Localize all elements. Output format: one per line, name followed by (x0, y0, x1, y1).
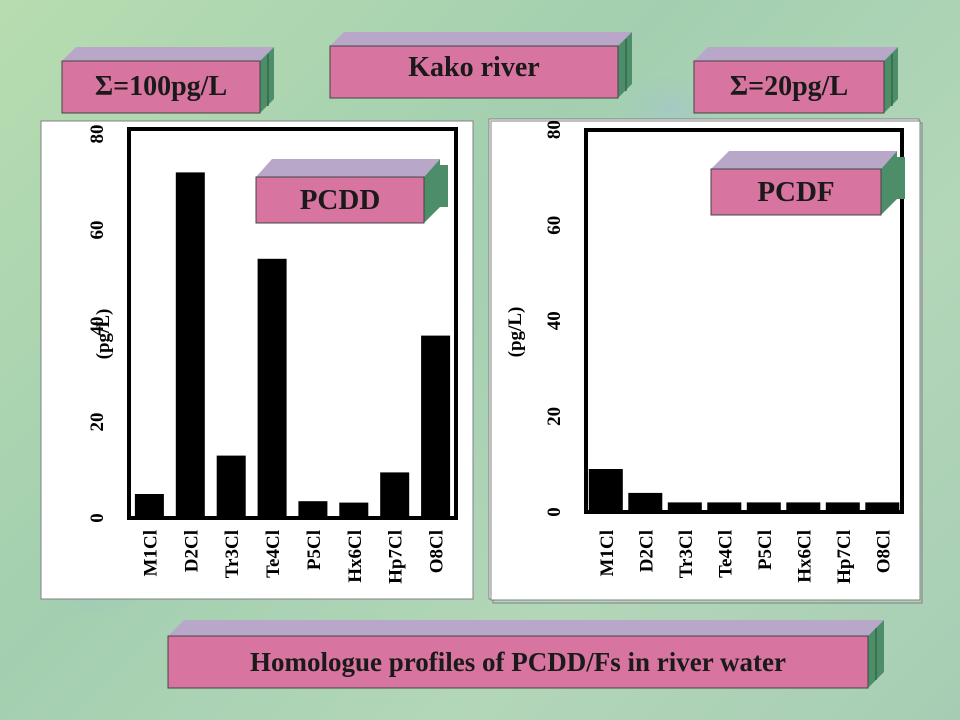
pcdf-label-text: PCDF (757, 175, 835, 208)
pcdd-bar-m1cl (134, 494, 164, 518)
pcdd-bar-te4cl (257, 258, 287, 518)
left-sum-text: Σ=100pg/L (94, 71, 228, 102)
pcdd-y-tick-label: 60 (87, 221, 108, 240)
pcdd-bar-d2cl (175, 172, 205, 518)
pcdf-category-label: D2Cl (636, 530, 657, 572)
pcdd-label-text: PCDD (299, 183, 381, 216)
pcdf-bar-p5cl (746, 502, 781, 512)
pcdf-y-unit: (pg/L) (505, 307, 526, 358)
pcdf-category-label: Tr3Cl (676, 530, 697, 578)
pcdd-category-label: D2Cl (181, 530, 202, 572)
pcdf-category-label: M1Cl (597, 530, 618, 576)
pcdd-category-label: M1Cl (140, 530, 161, 576)
pcdd-category-label: P5Cl (304, 530, 325, 570)
pcdd-y-unit: (pg/L) (93, 309, 114, 360)
pcdf-bar-hx6cl (786, 502, 821, 512)
title-label: Kako river (329, 32, 636, 99)
caption-label: Homologue profiles of PCDD/Fs in river w… (167, 620, 890, 692)
pcdf-bar-tr3cl (667, 502, 702, 512)
pcdd-y-tick-label: 20 (87, 413, 108, 432)
pcdd-y-tick-label: 80 (87, 125, 108, 144)
pcdd-bar-hx6cl (339, 502, 369, 518)
pcdf-bar-te4cl (707, 502, 742, 512)
pcdd-bar-o8cl (421, 335, 451, 518)
pcdd-bar-p5cl (298, 501, 328, 518)
pcdd-category-label: Hx6Cl (345, 530, 366, 583)
pcdd-category-label: O8Cl (427, 530, 448, 573)
pcdf-bar-d2cl (628, 492, 663, 512)
title-text: Kako river (408, 52, 540, 83)
pcdf-label: PCDF (710, 149, 909, 217)
pcdf-y-tick-label: 40 (544, 311, 565, 330)
pcdf-y-tick-label: 20 (544, 407, 565, 426)
pcdd-label: PCDD (255, 157, 452, 224)
pcdf-bar-m1cl (588, 469, 623, 512)
pcdf-bar-hp7cl (825, 502, 860, 512)
right-sum-text: Σ=20pg/L (729, 71, 849, 102)
pcdd-bar-tr3cl (216, 455, 246, 518)
pcdf-category-label: Hx6Cl (794, 530, 815, 583)
pcdf-y-tick-label: 60 (544, 216, 565, 235)
pcdf-category-label: Hp7Cl (834, 530, 855, 584)
pcdd-y-tick-label: 40 (87, 317, 108, 336)
pcdf-bar-o8cl (865, 502, 900, 512)
pcdf-y-tick-label: 0 (544, 507, 565, 517)
pcdf-category-label: O8Cl (873, 530, 894, 573)
pcdd-category-label: Tr3Cl (222, 530, 243, 578)
pcdf-category-label: Te4Cl (715, 530, 736, 578)
right-sum-label: Σ=20pg/L (693, 47, 904, 114)
pcdd-bar-hp7cl (380, 472, 410, 518)
caption-text: Homologue profiles of PCDD/Fs in river w… (250, 646, 786, 677)
pcdf-y-tick-label: 80 (544, 120, 565, 139)
pcdf-category-label: P5Cl (755, 530, 776, 570)
pcdd-y-tick-label: 0 (87, 513, 108, 523)
pcdd-category-label: Hp7Cl (386, 530, 407, 584)
left-sum-label: Σ=100pg/L (61, 47, 282, 114)
pcdd-category-label: Te4Cl (263, 530, 284, 578)
